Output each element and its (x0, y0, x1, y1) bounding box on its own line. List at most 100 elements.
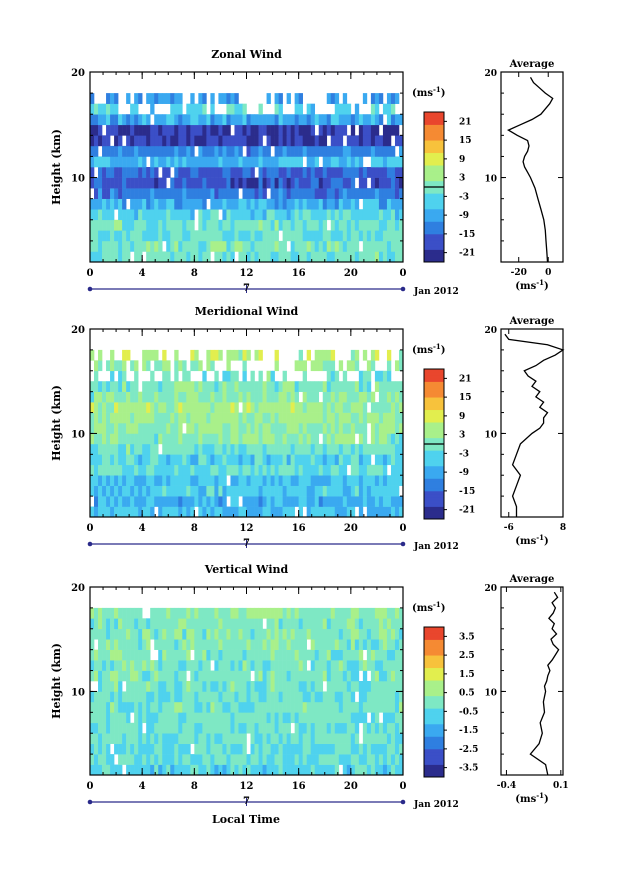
heatmap-cell (210, 607, 215, 619)
heatmap-cell (154, 188, 159, 199)
heatmap-cell (330, 607, 336, 619)
heatmap-cell (182, 506, 187, 518)
heatmap-cell (322, 485, 328, 497)
heatmap-cell (330, 156, 336, 168)
heatmap-cell (178, 712, 183, 724)
y-tick-label: 10 (71, 429, 85, 440)
heatmap-cell (394, 167, 400, 178)
heatmap-cell (266, 251, 271, 263)
heatmap-cell (322, 443, 328, 455)
heatmap-cell (126, 712, 131, 724)
heatmap-cell (218, 240, 223, 252)
heatmap-cell (378, 639, 384, 650)
heatmap-cell (382, 240, 388, 252)
heatmap-cell (114, 423, 119, 434)
heatmap-cell (218, 754, 223, 765)
heatmap-cell (350, 349, 356, 361)
heatmap-cell (294, 135, 299, 147)
heatmap-cell (154, 712, 159, 724)
heatmap-cell (154, 691, 159, 703)
heatmap-cell (202, 712, 207, 724)
heatmap-cell (258, 103, 263, 115)
heatmap-cell (302, 754, 307, 765)
heatmap-cell (202, 240, 207, 252)
heatmap-cell (282, 145, 287, 157)
x-tick-label: 4 (139, 781, 146, 792)
heatmap-cell (182, 607, 187, 619)
heatmap-cell (298, 454, 303, 466)
heatmap-cell (154, 639, 159, 650)
heatmap-cell (278, 433, 283, 445)
heatmap-cell (90, 145, 95, 157)
heatmap-cell (254, 764, 259, 776)
heatmap-cell (358, 485, 364, 497)
heatmap-cell (366, 743, 372, 755)
heatmap-cell (398, 618, 404, 630)
heatmap-cell (250, 177, 255, 189)
x-tick-label: 0 (400, 781, 407, 792)
heatmap-cell (338, 114, 344, 126)
heatmap-cell (238, 701, 243, 713)
colorbar-segment (424, 227, 444, 232)
heatmap-cell (170, 188, 175, 199)
profile-unit-close: ) (544, 794, 549, 805)
heatmap-cell (102, 660, 107, 671)
heatmap-cell (266, 219, 271, 231)
heatmap-cell (146, 114, 151, 126)
heatmap-cell (158, 681, 163, 692)
heatmap-cell (322, 360, 328, 372)
heatmap-cell (386, 219, 392, 231)
colorbar-segment (424, 158, 444, 163)
colorbar-segment (424, 630, 444, 634)
heatmap-cell (322, 743, 328, 755)
heatmap-cell (362, 412, 368, 424)
heatmap-cell (258, 618, 263, 630)
heatmap-cell (374, 219, 380, 231)
heatmap-cell (330, 618, 336, 630)
colorbar-segment (424, 465, 444, 470)
colorbar-segment (424, 752, 444, 756)
heatmap-cell (318, 240, 324, 252)
heatmap-cell (270, 391, 275, 403)
heatmap-cell (202, 370, 207, 382)
heatmap-cell (226, 701, 231, 713)
heatmap-cell (162, 349, 167, 361)
heatmap-cell (154, 145, 159, 157)
heatmap-cell (94, 433, 99, 445)
heatmap-cell (298, 443, 303, 455)
heatmap-cell (386, 670, 392, 682)
heatmap-cell (294, 145, 299, 157)
heatmap-cell (114, 156, 119, 168)
heatmap-cell (126, 230, 131, 242)
heatmap-cell (206, 496, 211, 507)
heatmap-cell (146, 712, 151, 724)
heatmap-cell (178, 381, 183, 392)
heatmap-cell (170, 219, 175, 231)
heatmap-cell (126, 722, 131, 734)
heatmap-cell (390, 754, 396, 765)
heatmap-cell (258, 370, 263, 382)
heatmap-cell (398, 722, 404, 734)
heatmap-cell (386, 93, 392, 104)
heatmap-cell (198, 743, 203, 755)
heatmap-cell (162, 670, 167, 682)
heatmap-cell (118, 443, 123, 455)
heatmap-cell (246, 391, 251, 403)
heatmap-cell (158, 423, 163, 434)
heatmap-cell (318, 712, 324, 724)
heatmap-cell (218, 649, 223, 661)
heatmap-cell (170, 209, 175, 221)
heatmap-cell (94, 670, 99, 682)
heatmap-cell (318, 135, 324, 147)
heatmap-cell (174, 733, 179, 744)
heatmap-cell (318, 402, 324, 413)
heatmap-cell (226, 712, 231, 724)
heatmap-cell (238, 135, 243, 147)
heatmap-cell (138, 712, 143, 724)
heatmap-cell (130, 475, 135, 486)
heatmap-cell (286, 135, 291, 147)
heatmap-cell (270, 475, 275, 486)
heatmap-cell (246, 230, 251, 242)
colorbar-tick-label: 3 (459, 174, 465, 184)
heatmap-cell (146, 443, 151, 455)
